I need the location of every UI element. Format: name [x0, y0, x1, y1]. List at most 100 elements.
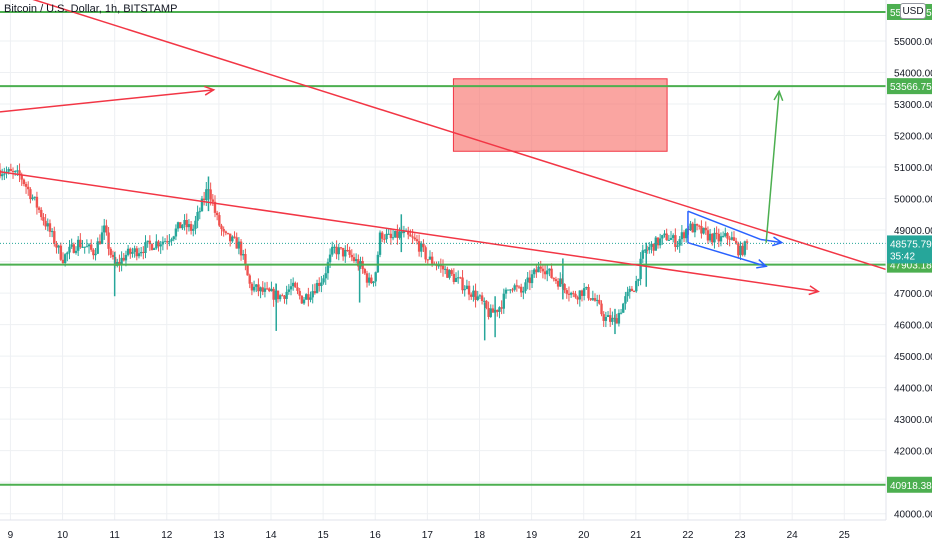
candle-body — [48, 223, 52, 232]
candle-body — [276, 290, 280, 300]
candle-body — [85, 246, 89, 248]
candle-body — [172, 236, 175, 240]
candle-body — [533, 269, 536, 275]
candle-body — [398, 231, 401, 238]
candle-body — [265, 288, 269, 290]
candle-body — [606, 315, 610, 317]
candle-body — [420, 243, 423, 252]
candle-body — [59, 245, 63, 260]
currency-badge[interactable]: USD — [900, 3, 926, 19]
candle-body — [654, 237, 658, 251]
candle-body — [476, 296, 479, 300]
candle-body — [517, 286, 521, 288]
candle-body — [352, 257, 356, 261]
candle-body — [322, 278, 325, 283]
candle-body — [470, 294, 473, 297]
candle-body — [717, 233, 720, 242]
candle-body — [550, 268, 553, 278]
candle-body — [320, 282, 323, 286]
candle-body — [430, 256, 434, 264]
candle-body — [328, 254, 332, 263]
candle-body — [582, 288, 586, 296]
candle-body — [109, 248, 112, 255]
level-price-label: 53566.75 — [890, 82, 932, 93]
candle-body — [402, 231, 406, 234]
candle-body — [669, 237, 673, 240]
y-tick-label: 49000.00 — [894, 226, 932, 237]
candle-body — [689, 223, 692, 231]
candle-body — [24, 184, 28, 187]
candle-body — [711, 233, 714, 243]
level-price-label: 40918.38 — [890, 481, 932, 492]
candle-body — [46, 223, 49, 227]
candle-body — [3, 173, 6, 175]
candle-body — [380, 232, 384, 239]
candle-body — [304, 294, 308, 300]
trendline-arrow — [204, 85, 216, 96]
candle-body — [326, 262, 330, 274]
candle-body — [643, 249, 647, 251]
candle-body — [18, 170, 21, 176]
candle-body — [457, 277, 460, 279]
candle-body — [695, 224, 699, 226]
price-axis: 40000.0041000.0042000.0043000.0044000.00… — [894, 37, 932, 521]
candle-body — [526, 277, 529, 283]
candle-body — [209, 189, 212, 200]
candle-body — [126, 248, 130, 255]
candle-body — [702, 227, 705, 234]
candle-body — [331, 246, 334, 255]
candle-body — [311, 291, 314, 298]
candle-body — [441, 265, 445, 270]
candle-body — [713, 232, 716, 243]
candle-body — [248, 275, 251, 284]
candle-body — [107, 232, 110, 249]
candle-body — [730, 237, 734, 240]
candle-body — [745, 241, 749, 243]
candle-body — [170, 239, 173, 242]
candle-body — [578, 290, 582, 300]
candle-body — [639, 258, 642, 280]
projection-arrow-head — [773, 89, 784, 102]
candle-body — [92, 249, 95, 256]
candle-body — [166, 241, 169, 243]
y-tick-label: 50000.00 — [894, 195, 932, 206]
channel-arrow-top-shaft — [760, 238, 782, 244]
candle-body — [635, 280, 638, 292]
candle-body — [252, 286, 256, 291]
candle-body — [90, 244, 93, 250]
trendline-arrow — [808, 285, 820, 296]
candle-body — [98, 241, 102, 244]
candle-body — [413, 237, 416, 240]
candle-body — [383, 238, 386, 240]
candle-body — [652, 243, 655, 251]
candle-body — [443, 268, 447, 270]
candle-body — [146, 240, 149, 243]
last-price-label: 48575.79 — [890, 239, 932, 250]
candle-body — [407, 230, 410, 235]
candle-body — [595, 299, 599, 301]
candle-body — [35, 196, 39, 208]
candle-body — [118, 262, 121, 265]
candle-body — [33, 196, 36, 198]
y-tick-label: 40000.00 — [894, 510, 932, 521]
candle-body — [726, 233, 729, 239]
candle-body — [743, 241, 747, 255]
candle-body — [602, 314, 605, 321]
projection — [765, 89, 784, 243]
candle-body — [16, 170, 19, 172]
candle-body — [724, 233, 727, 236]
candle-body — [302, 299, 306, 304]
candle-body — [289, 286, 293, 290]
candle-body — [522, 290, 525, 293]
candle-body — [346, 249, 349, 251]
candle-body — [530, 274, 534, 284]
chart-title: Bitcoin / U.S. Dollar, 1h, BITSTAMP — [4, 3, 178, 15]
candle-body — [715, 232, 718, 234]
candle-body — [448, 270, 451, 278]
x-tick-label: 15 — [318, 530, 330, 541]
candle-body — [120, 257, 123, 265]
x-tick-label: 9 — [8, 530, 14, 541]
candle-body — [698, 225, 701, 227]
candle-body — [333, 246, 336, 248]
